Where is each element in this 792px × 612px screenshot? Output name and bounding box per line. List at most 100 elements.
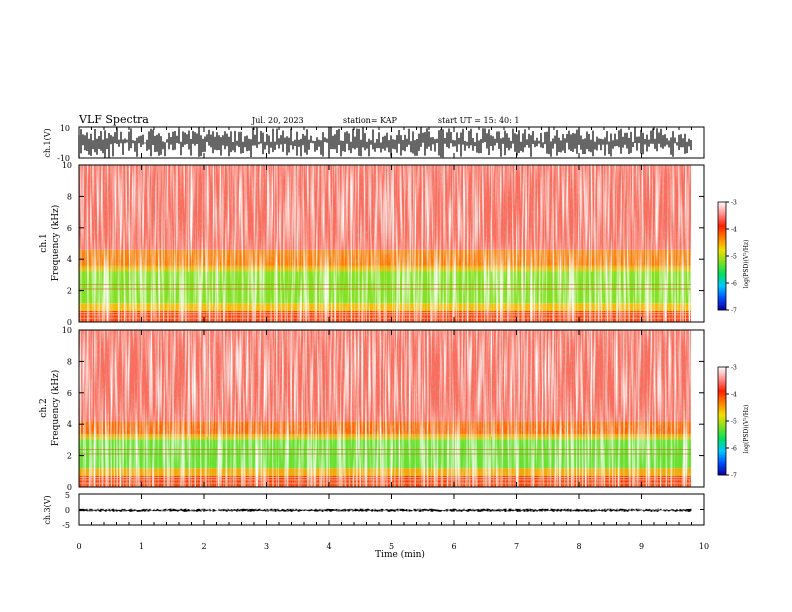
x-tick-label-9: 9 [639,542,644,551]
colorbar1-cell-29 [718,254,726,257]
ch1-spectrogram-lines [79,165,691,319]
ch2-colorbar: -3 -4 -5 -6 -7 log(PSD)(V²/Hz) [717,365,750,480]
colorbar1-cell-24 [718,245,726,248]
colorbar1-tick-label-3: -6 [731,281,737,288]
ch2-spectrogram-ytick-label-1: 2 [67,452,72,461]
colorbar2-cell-11 [718,386,726,389]
ch1-spectrogram-ytick-label-0: 0 [67,318,72,327]
colorbar2-cell-2 [718,370,726,373]
ch2-spectrogram-ytick-label-5: 10 [62,326,72,335]
colorbar2-cell-57 [718,469,726,472]
colorbar2-cell-18 [718,399,726,402]
colorbar2-cell-24 [718,410,726,413]
colorbar1-cell-53 [718,297,726,300]
colorbar1-cell-25 [718,247,726,250]
colorbar2-cell-51 [718,458,726,461]
colorbar1-cell-31 [718,257,726,260]
colorbar1-cell-30 [718,256,726,259]
colorbar2-cell-6 [718,377,726,380]
colorbar1-label: log(PSD)(V²/Hz) [743,240,750,289]
ch3-waveform-path [78,508,692,512]
colorbar2-cell-1 [718,368,726,371]
colorbar2-cell-21 [718,404,726,407]
ch1-spec-ylabel-channel: ch.1 [39,233,49,252]
colorbar1-cell-28 [718,252,726,255]
ch1-spectrogram-ytick-label-4: 8 [67,192,72,201]
colorbar2-cell-36 [718,431,726,434]
colorbar2-cell-52 [718,460,726,463]
ch1-spectrogram-ytick-label-2: 4 [67,255,72,264]
colorbar2-cell-9 [718,383,726,386]
colorbar1-cell-9 [718,218,726,221]
colorbar2-cell-50 [718,457,726,460]
colorbar1-cell-37 [718,268,726,271]
start-time-label: start UT = 15: 40: 1 [438,116,519,125]
colorbar2-cell-30 [718,421,726,424]
colorbar1-cell-15 [718,229,726,232]
colorbar2-cell-56 [718,467,726,470]
colorbar2-cell-44 [718,446,726,449]
ch2-spectrogram-streaks [79,330,691,487]
x-tick-label-7: 7 [514,542,519,551]
colorbar2-cell-0 [718,367,726,370]
colorbar1-tick-label-4: -7 [731,308,737,315]
colorbar2-cell-37 [718,433,726,436]
colorbar2-cell-47 [718,451,726,454]
ch2-spectrogram-panel: ch.2 Frequency (kHz) 0 2 4 6 8 10 [39,326,705,492]
colorbar2-cell-58 [718,471,726,474]
colorbar1-cell-44 [718,281,726,284]
colorbar2-cell-12 [718,388,726,391]
x-tick-label-0: 0 [76,542,81,551]
time-axis-label: Time (min) [375,549,425,560]
ch3-ytick-5: 5 [65,491,70,500]
colorbar2-cell-53 [718,462,726,465]
colorbar1-cell-47 [718,286,726,289]
colorbar1-cell-0 [718,202,726,205]
colorbar2-cell-14 [718,392,726,395]
ch1-ylabel: ch.1(V) [43,128,52,157]
colorbar2-cell-31 [718,422,726,425]
colorbar1-cell-57 [718,304,726,307]
ch2-spectrogram-ytick-label-4: 8 [67,357,72,366]
colorbar2-cell-45 [718,448,726,451]
colorbar1-cell-56 [718,302,726,305]
colorbar1-cell-20 [718,238,726,241]
colorbar2-cell-54 [718,464,726,467]
colorbar1-tick-label-2: -5 [731,254,737,261]
colorbar1-cell-23 [718,243,726,246]
colorbar2-cell-32 [718,424,726,427]
colorbar1-cell-2 [718,205,726,208]
colorbar1-cell-35 [718,265,726,268]
ch1-spectrogram-panel: ch.1 Frequency (kHz) 0 2 4 6 8 10 [39,161,705,327]
ch1-spectrogram-ytick-label-5: 10 [62,161,72,170]
colorbar1-cell-49 [718,290,726,293]
colorbar2-cell-4 [718,374,726,377]
ch2-spec-ylabel: Frequency (kHz) [50,370,61,447]
colorbar1-cell-14 [718,227,726,230]
colorbar1-cell-52 [718,295,726,298]
colorbar2-cell-22 [718,406,726,409]
colorbar2-cell-3 [718,372,726,375]
ch3-ytick-neg5: -5 [62,521,70,530]
colorbar2-cell-34 [718,428,726,431]
colorbar2-tick-label-3: -6 [731,446,737,453]
colorbar1-cell-26 [718,248,726,251]
colorbar1-tick-label-1: -4 [731,227,737,234]
colorbar1-cell-40 [718,274,726,277]
colorbar2-cell-43 [718,444,726,447]
colorbar2-cell-23 [718,408,726,411]
colorbar1-cell-22 [718,241,726,244]
ch2-spectrogram-ytick-label-0: 0 [67,483,72,492]
x-tick-label-5: 5 [389,542,394,551]
date-label: Jul. 20, 2023 [251,116,304,125]
ch1-waveform-trace [78,126,704,159]
colorbar2-cell-49 [718,455,726,458]
x-tick-label-8: 8 [576,542,581,551]
ch1-ytick-neg10: -10 [57,154,70,163]
ch1-spec-ylabel: Frequency (kHz) [50,205,61,282]
colorbar2-cell-5 [718,376,726,379]
colorbar2-cell-48 [718,453,726,456]
colorbar2-cell-38 [718,435,726,438]
colorbar1-cell-7 [718,214,726,217]
